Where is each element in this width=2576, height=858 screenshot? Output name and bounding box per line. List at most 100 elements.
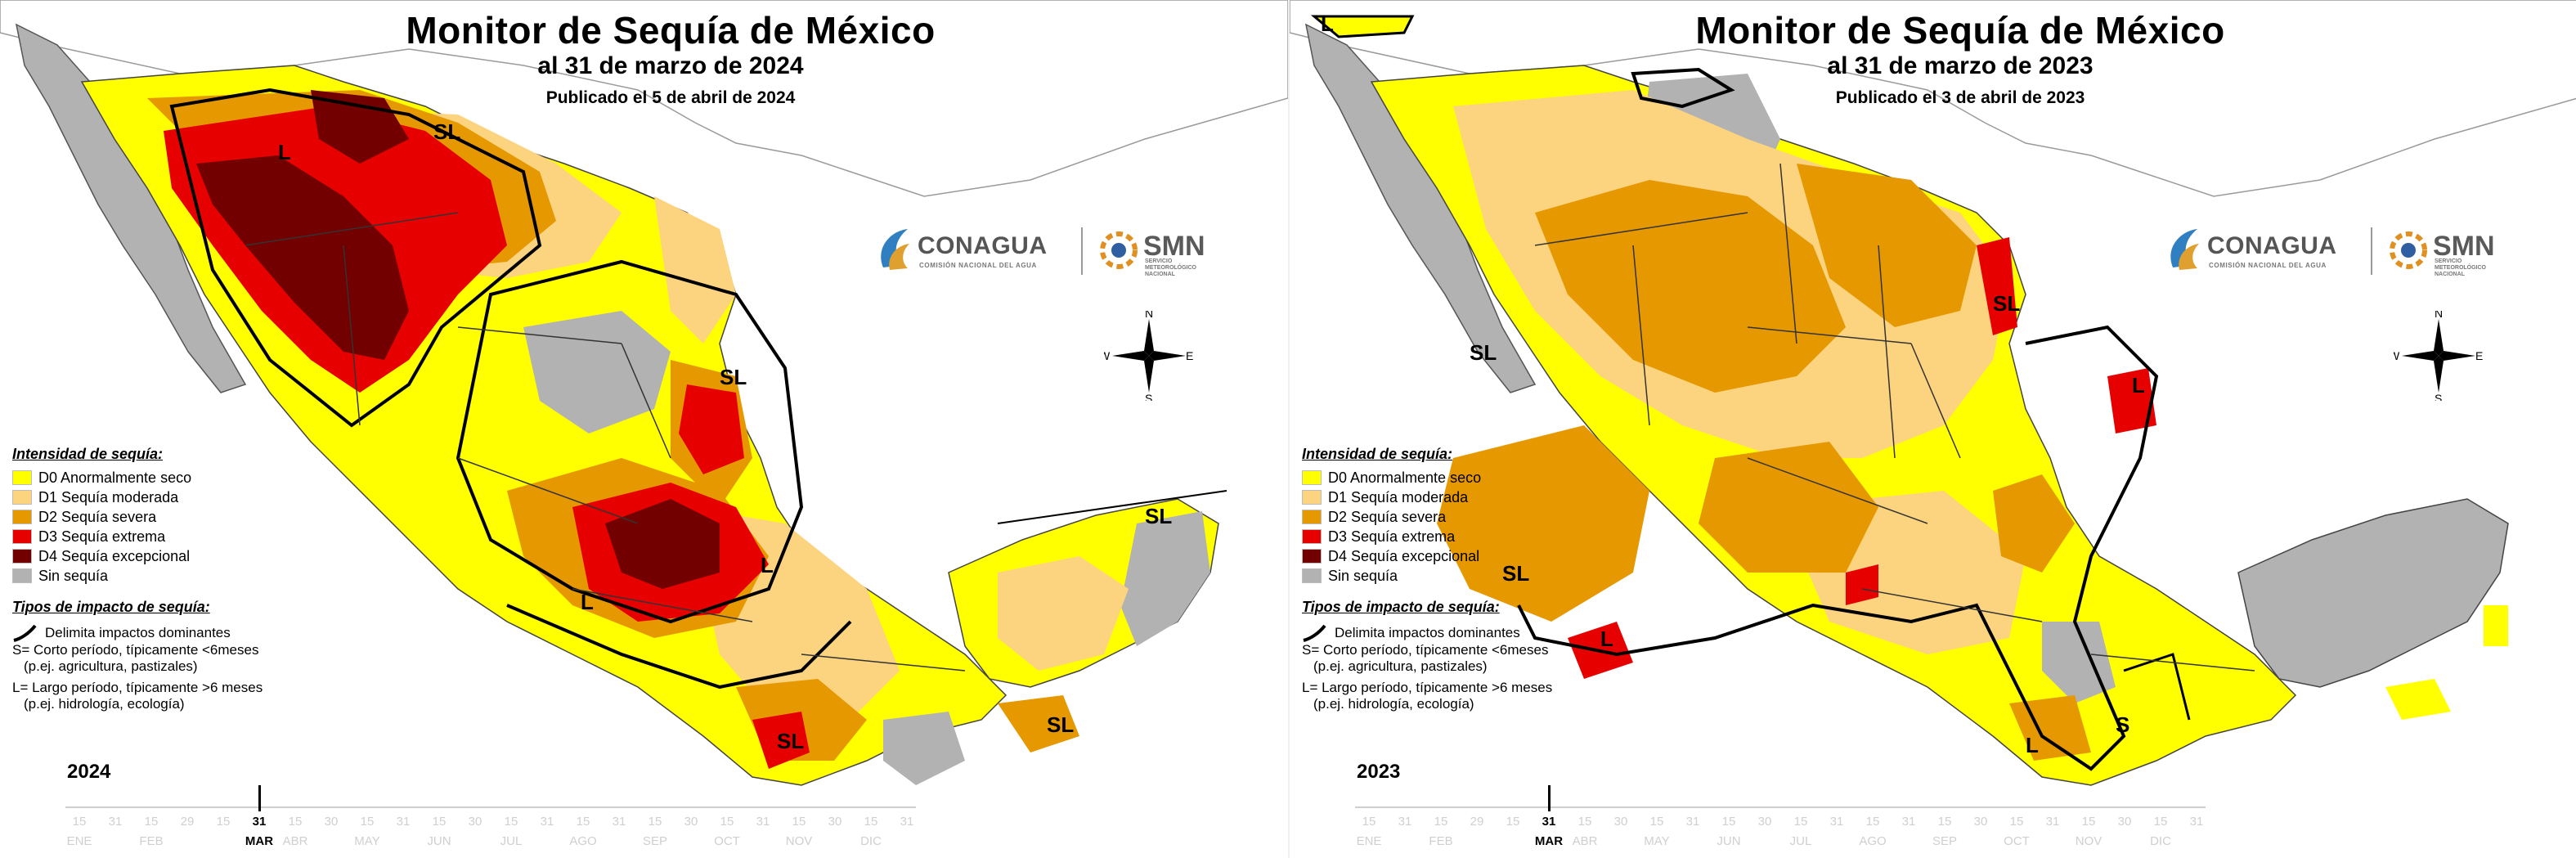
- timeline-month: NOV: [785, 834, 813, 848]
- timeline-day: 15: [1937, 815, 1952, 829]
- legend-item: D3 Sequía extrema: [1302, 527, 1662, 546]
- timeline-day: 30: [684, 815, 698, 829]
- map-2024: L SL SL L SL L SL SL: [0, 0, 1288, 786]
- legend-item: Sin sequía: [1302, 566, 1662, 586]
- legend-label: Sin sequía: [1328, 567, 1398, 584]
- compass-s: S: [1145, 392, 1152, 401]
- map-published: Publicado el 5 de abril de 2024: [545, 88, 796, 107]
- smn-logo-text: SMN: [1143, 231, 1205, 262]
- smn-logo: [2390, 231, 2427, 269]
- impact-label: SL: [1502, 561, 1529, 586]
- timeline-day: 29: [1470, 815, 1484, 829]
- timeline-day: 15: [1721, 815, 1736, 829]
- conagua-logo-text: CONAGUA: [918, 232, 1048, 259]
- timeline-day: 29: [180, 815, 195, 829]
- timeline-day: 15: [648, 815, 662, 829]
- timeline-day: 15: [792, 815, 806, 829]
- legend-item: D2 Sequía severa: [12, 507, 372, 527]
- timeline-current-marker: [258, 785, 261, 811]
- impact-label: L: [2132, 373, 2145, 398]
- timeline-month: ENE: [1356, 834, 1382, 848]
- map-date: al 31 de marzo de 2023: [1827, 52, 2094, 79]
- legend-swatch: [12, 549, 32, 564]
- timeline: 15 31 15 29 15 31 15 30 15 31 15 30 15 31 15 31 15 30 15 31…: [1355, 785, 2222, 851]
- conagua-logo: [2170, 229, 2199, 270]
- timeline-day: 15: [1434, 815, 1448, 829]
- timeline-day: 15: [1865, 815, 1880, 829]
- legend-intensity-heading: Intensidad de sequía:: [12, 446, 164, 462]
- panel-2023: L SL SL L SL L L S Monitor de Sequía de …: [1288, 0, 2576, 858]
- impact-label: SL: [1047, 712, 1074, 737]
- impact-label: L: [2026, 733, 2039, 757]
- impact-label: SL: [1993, 291, 2020, 316]
- legend-short-term-examples: (p.ej. agricultura, pastizales): [24, 658, 198, 674]
- compass-e: E: [2475, 349, 2483, 362]
- legend-swatch: [1302, 529, 1322, 544]
- impact-label: L: [761, 553, 774, 577]
- timeline-month: MAR: [1534, 834, 1564, 848]
- conagua-logo-subtext: COMISIÓN NACIONAL DEL AGUA: [2209, 262, 2327, 269]
- impact-label: SL: [720, 365, 747, 389]
- timeline-day: 31: [612, 815, 626, 829]
- timeline-day: 30: [2117, 815, 2132, 829]
- legend-label: D2 Sequía severa: [1328, 508, 1447, 525]
- legend-label: D1 Sequía moderada: [1328, 488, 1469, 505]
- timeline-month: MAR: [245, 834, 274, 848]
- timeline-day: 31: [252, 815, 267, 829]
- smn-logo: [1100, 231, 1138, 269]
- timeline-month: AGO: [1859, 834, 1887, 848]
- timeline-day: 31: [900, 815, 914, 829]
- agency-logos: CONAGUA COMISIÓN NACIONAL DEL AGUA SMN S…: [875, 222, 1227, 280]
- map-title: Monitor de Sequía de México: [406, 9, 936, 52]
- logo-divider: [2371, 227, 2372, 275]
- timeline-day: 15: [2081, 815, 2096, 829]
- timeline-day: 31: [1398, 815, 1412, 829]
- timeline-current-marker: [1548, 785, 1551, 811]
- map-date: al 31 de marzo de 2024: [537, 52, 804, 79]
- timeline-day: 31: [396, 815, 411, 829]
- timeline-day: 15: [2009, 815, 2024, 829]
- legend-long-term-examples: (p.ej. hidrología, ecología): [1313, 696, 1474, 712]
- legend-label: D4 Sequía excepcional: [1328, 547, 1480, 564]
- legend-swatch: [12, 510, 32, 524]
- compass-w: W: [1104, 349, 1111, 362]
- timeline-year: 2023: [1357, 761, 1401, 783]
- timeline-month: NOV: [2075, 834, 2103, 848]
- legend-swatch: [1302, 549, 1322, 564]
- compass-rose-icon: N S E W: [2394, 311, 2483, 401]
- legend-label: D0 Anormalmente seco: [38, 469, 192, 486]
- map-2023: L SL SL L SL L L S: [1290, 0, 2576, 786]
- legend-long-term-examples: (p.ej. hidrología, ecología): [24, 696, 185, 712]
- timeline-day: 30: [1973, 815, 1988, 829]
- legend-item: D2 Sequía severa: [1302, 507, 1662, 527]
- timeline-month: DIC: [2150, 834, 2171, 848]
- timeline: 15 31 15 29 15 31 15 30 15 31 15 30 15 31 15 31 15 30 15 31…: [65, 785, 932, 851]
- legend-label: D3 Sequía extrema: [38, 528, 166, 545]
- impact-label: L: [1600, 627, 1613, 651]
- timeline-month: OCT: [2004, 834, 2030, 848]
- compass-rose-icon: N S E W: [1104, 311, 1193, 401]
- agency-logos: CONAGUA COMISIÓN NACIONAL DEL AGUA SMN S…: [2165, 222, 2516, 280]
- conagua-logo-subtext: COMISIÓN NACIONAL DEL AGUA: [919, 262, 1037, 269]
- compass-w: W: [2394, 349, 2400, 362]
- timeline-year: 2024: [67, 761, 111, 783]
- timeline-day: 15: [144, 815, 159, 829]
- legend-swatch: [1302, 568, 1322, 583]
- compass-s: S: [2435, 392, 2442, 401]
- timeline-month: FEB: [139, 834, 164, 848]
- legend-long-term: L= Largo período, típicamente >6 meses: [1302, 680, 1553, 695]
- legend-item: D3 Sequía extrema: [12, 527, 372, 546]
- timeline-day: 30: [324, 815, 339, 829]
- timeline-month: AGO: [569, 834, 597, 848]
- legend-item: Sin sequía: [12, 566, 372, 586]
- legend-swatch: [1302, 490, 1322, 505]
- timeline-day: 15: [1649, 815, 1664, 829]
- legend-impact-line: Delimita impactos dominantes: [1302, 624, 1662, 642]
- logo-divider: [1081, 227, 1083, 275]
- impact-label: SL: [777, 729, 804, 753]
- timeline-month: JUL: [1789, 834, 1812, 848]
- legend-impact-heading: Tipos de impacto de sequía:: [12, 599, 210, 615]
- compass-n: N: [1145, 311, 1153, 320]
- impact-line-icon: [1303, 624, 1326, 642]
